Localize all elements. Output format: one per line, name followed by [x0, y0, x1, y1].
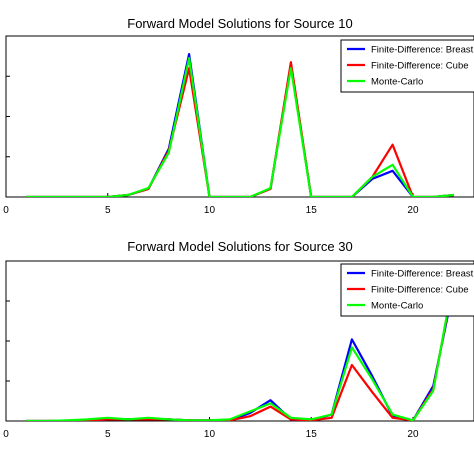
chart-title: Forward Model Solutions for Source 30	[127, 239, 352, 254]
legend-label: Finite-Difference: Cube	[371, 285, 469, 296]
series-line-3	[26, 56, 454, 197]
x-tick-label: 10	[204, 205, 216, 216]
legend-label: Finite-Difference: Breast	[371, 45, 474, 56]
legend-label: Monte-Carlo	[371, 301, 423, 312]
x-tick-label: 5	[105, 205, 111, 216]
chart-panel-2: Forward Model Solutions for Source 30 0 5 1…	[3, 239, 474, 440]
legend-label: Finite-Difference: Breast	[371, 269, 474, 280]
x-tick-label: 5	[105, 429, 111, 440]
legend: Finite-Difference: Breast Finite-Differen…	[340, 39, 474, 93]
x-tick-label: 20	[407, 205, 419, 216]
chart-title: Forward Model Solutions for Source 10	[127, 16, 352, 31]
legend-label: Monte-Carlo	[371, 77, 423, 88]
x-tick-label: 15	[306, 429, 318, 440]
x-tick-label: 0	[3, 429, 9, 440]
x-tick-label: 0	[3, 205, 9, 216]
x-tick-label: 10	[204, 429, 216, 440]
series-line-2	[26, 61, 454, 197]
x-tick-label: 15	[306, 205, 318, 216]
series-line-3	[26, 276, 455, 421]
legend: Finite-Difference: Breast Finite-Differen…	[340, 263, 474, 317]
chart-panel-1: Forward Model Solutions for Source 10 0 5 1…	[3, 16, 474, 216]
series-line-1	[26, 52, 454, 197]
series-line-2	[26, 279, 455, 421]
x-tick-label: 20	[407, 429, 419, 440]
legend-label: Finite-Difference: Cube	[371, 61, 469, 72]
